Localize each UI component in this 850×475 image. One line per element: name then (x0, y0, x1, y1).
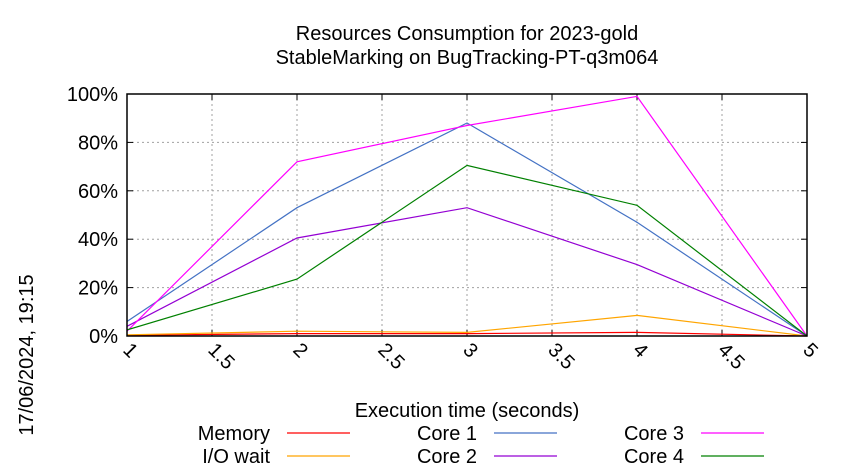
legend-label: Core 2 (417, 446, 477, 468)
y-tick-label: 80% (78, 132, 118, 154)
series-line-core-2 (126, 207, 808, 337)
legend-label: Memory (198, 423, 270, 445)
legend-label: I/O wait (202, 446, 270, 468)
axis-ticks: 0% 20% 40% 60% 80% 100% 1 1.5 2 2.5 3 3.5 4 4.5 5 (67, 84, 822, 374)
x-tick-label: 2 (288, 339, 311, 362)
x-tick-label: 5 (798, 339, 821, 362)
y-tick-label: 20% (78, 278, 118, 300)
x-tick-label: 4 (628, 339, 651, 362)
plot-frame (126, 93, 808, 337)
x-tick-label: 2.5 (373, 339, 408, 374)
series-line-core-3 (126, 95, 808, 337)
legend-label: Core 1 (417, 423, 477, 445)
series-lines (126, 95, 808, 337)
timestamp-label: 17/06/2024, 19:15 (16, 274, 38, 435)
series-line-core-4 (126, 164, 808, 337)
x-tick-label: 1.5 (203, 339, 238, 374)
grid (127, 94, 807, 336)
series-line-i-o-wait (126, 314, 808, 337)
x-tick-label: 4.5 (713, 339, 748, 374)
y-tick-label: 40% (78, 229, 118, 251)
chart-subtitle: StableMarking on BugTracking-PT-q3m064 (276, 47, 659, 69)
x-tick-label: 3 (458, 339, 481, 362)
y-tick-label: 100% (67, 84, 118, 106)
legend-label: Core 4 (624, 446, 684, 468)
chart-title: Resources Consumption for 2023-gold (296, 23, 638, 45)
series-line-core-1 (126, 122, 808, 337)
y-tick-label: 0% (89, 326, 118, 348)
x-axis-label: Execution time (seconds) (355, 400, 580, 422)
y-tick-label: 60% (78, 181, 118, 203)
legend-label: Core 3 (624, 423, 684, 445)
series-line-memory (126, 331, 808, 337)
x-tick-label: 3.5 (543, 339, 578, 374)
x-tick-label: 1 (118, 339, 141, 362)
